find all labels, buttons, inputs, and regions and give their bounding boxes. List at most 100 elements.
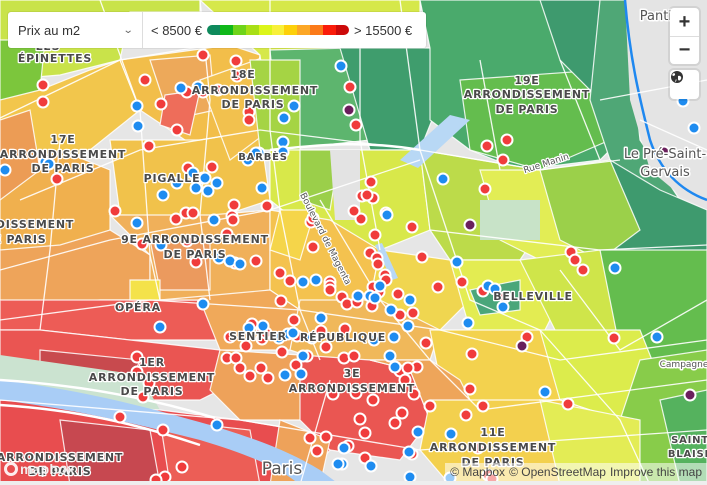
red-property-marker[interactable] [196, 48, 210, 62]
blue-property-marker[interactable] [387, 330, 401, 344]
blue-property-marker[interactable] [687, 121, 701, 135]
blue-property-marker[interactable] [388, 360, 402, 374]
red-property-marker[interactable] [243, 369, 257, 383]
red-property-marker[interactable] [576, 263, 590, 277]
red-property-marker[interactable] [366, 393, 380, 407]
blue-property-marker[interactable] [241, 153, 255, 167]
red-property-marker[interactable] [142, 376, 156, 390]
zoom-out-button[interactable]: − [670, 36, 699, 64]
blue-property-marker[interactable] [154, 238, 168, 252]
red-property-marker[interactable] [395, 406, 409, 420]
blue-property-marker[interactable] [305, 331, 319, 345]
red-property-marker[interactable] [353, 412, 367, 426]
red-property-marker[interactable] [108, 204, 122, 218]
blue-property-marker[interactable] [277, 111, 291, 125]
blue-property-marker[interactable] [233, 257, 247, 271]
red-property-marker[interactable] [360, 188, 374, 202]
blue-property-marker[interactable] [401, 319, 415, 333]
blue-property-marker[interactable] [309, 273, 323, 287]
blue-property-marker[interactable] [444, 427, 458, 441]
red-property-marker[interactable] [170, 123, 184, 137]
red-property-marker[interactable] [50, 172, 64, 186]
blue-property-marker[interactable] [156, 188, 170, 202]
red-property-marker[interactable] [36, 95, 50, 109]
red-property-marker[interactable] [459, 408, 473, 422]
red-property-marker[interactable] [465, 347, 479, 361]
red-property-marker[interactable] [230, 69, 244, 83]
blue-property-marker[interactable] [380, 208, 394, 222]
red-property-marker[interactable] [229, 54, 243, 68]
red-property-marker[interactable] [314, 324, 328, 338]
blue-property-marker[interactable] [314, 311, 328, 325]
blue-property-marker[interactable] [608, 261, 622, 275]
blue-property-marker[interactable] [403, 293, 417, 307]
blue-property-marker[interactable] [296, 349, 310, 363]
blue-property-marker[interactable] [201, 184, 215, 198]
improve-map-link[interactable]: Improve this map [609, 465, 702, 479]
blue-property-marker[interactable] [488, 282, 502, 296]
red-property-marker[interactable] [419, 336, 433, 350]
purple-property-marker[interactable] [683, 388, 697, 402]
metric-select[interactable]: Prix au m2 ⌄ [8, 12, 143, 48]
blue-property-marker[interactable] [461, 316, 475, 330]
blue-property-marker[interactable] [242, 321, 256, 335]
red-property-marker[interactable] [431, 280, 445, 294]
red-property-marker[interactable] [283, 274, 297, 288]
blue-property-marker[interactable] [294, 367, 308, 381]
red-property-marker[interactable] [205, 160, 219, 174]
blue-property-marker[interactable] [42, 157, 56, 171]
red-property-marker[interactable] [349, 386, 363, 400]
red-property-marker[interactable] [130, 350, 144, 364]
red-property-marker[interactable] [274, 294, 288, 308]
blue-property-marker[interactable] [368, 291, 382, 305]
mapbox-logo[interactable]: mapbox [4, 461, 75, 477]
red-property-marker[interactable] [371, 257, 385, 271]
red-property-marker[interactable] [261, 371, 275, 385]
blue-property-marker[interactable] [334, 59, 348, 73]
blue-property-marker[interactable] [198, 171, 212, 185]
red-property-marker[interactable] [343, 80, 357, 94]
red-property-marker[interactable] [496, 153, 510, 167]
globe-button[interactable] [670, 70, 699, 99]
blue-property-marker[interactable] [383, 349, 397, 363]
red-property-marker[interactable] [306, 240, 320, 254]
red-property-marker[interactable] [136, 390, 150, 404]
red-property-marker[interactable] [354, 212, 368, 226]
blue-property-marker[interactable] [131, 119, 145, 133]
red-property-marker[interactable] [154, 97, 168, 111]
blue-property-marker[interactable] [256, 319, 270, 333]
blue-property-marker[interactable] [249, 146, 263, 160]
red-property-marker[interactable] [388, 416, 402, 430]
red-property-marker[interactable] [368, 228, 382, 242]
purple-property-marker[interactable] [342, 103, 356, 117]
red-property-marker[interactable] [306, 211, 320, 225]
red-property-marker[interactable] [175, 460, 189, 474]
blue-property-marker[interactable] [207, 213, 221, 227]
red-property-marker[interactable] [476, 399, 490, 413]
red-property-marker[interactable] [275, 345, 289, 359]
red-property-marker[interactable] [415, 250, 429, 264]
red-property-marker[interactable] [391, 287, 405, 301]
blue-property-marker[interactable] [337, 441, 351, 455]
red-property-marker[interactable] [561, 397, 575, 411]
blue-property-marker[interactable] [402, 445, 416, 459]
red-property-marker[interactable] [568, 253, 582, 267]
blue-property-marker[interactable] [650, 330, 664, 344]
red-property-marker[interactable] [607, 331, 621, 345]
blue-property-marker[interactable] [196, 297, 210, 311]
red-property-marker[interactable] [249, 254, 263, 268]
red-property-marker[interactable] [156, 423, 170, 437]
blue-property-marker[interactable] [351, 289, 365, 303]
red-property-marker[interactable] [189, 255, 203, 269]
blue-property-marker[interactable] [191, 80, 205, 94]
red-property-marker[interactable] [135, 237, 149, 251]
red-property-marker[interactable] [226, 213, 240, 227]
red-property-marker[interactable] [254, 361, 268, 375]
red-property-marker[interactable] [239, 339, 253, 353]
red-property-marker[interactable] [401, 361, 415, 375]
osm-attribution-link[interactable]: © OpenStreetMap [509, 465, 606, 479]
red-property-marker[interactable] [406, 306, 420, 320]
red-property-marker[interactable] [347, 204, 361, 218]
